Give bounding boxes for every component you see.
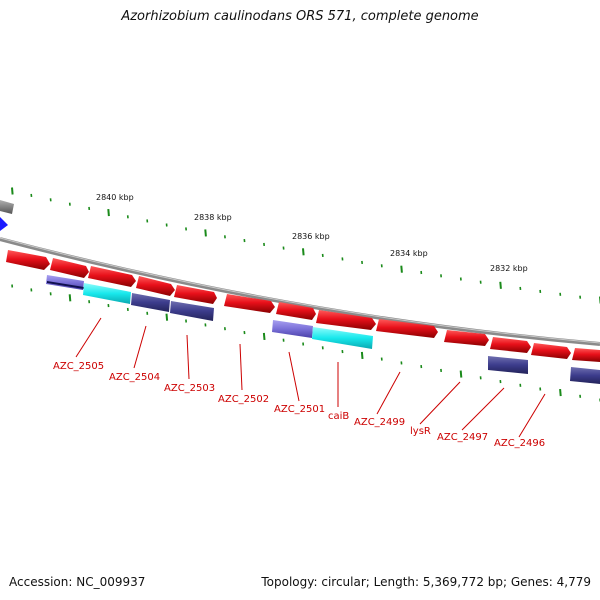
gene-label[interactable]: AZC_2499	[354, 417, 405, 428]
gene-label[interactable]: caiB	[328, 411, 349, 422]
outer-ruler	[11, 187, 600, 304]
gene-arrow[interactable]	[88, 266, 136, 287]
gene-label[interactable]: AZC_2502	[218, 394, 269, 405]
cds-block[interactable]	[570, 367, 600, 384]
ruler-major-tick	[499, 281, 502, 289]
cds-block[interactable]	[312, 327, 373, 349]
ruler-major-tick	[107, 209, 110, 217]
leader-line	[518, 393, 546, 438]
map-title: Azorhizobium caulinodans ORS 571, comple…	[121, 9, 479, 24]
ruler-major-tick	[262, 332, 266, 340]
forward-genes	[6, 250, 600, 362]
ruler-major-tick	[302, 248, 305, 256]
gene-arrow[interactable]	[6, 250, 50, 270]
gene-label[interactable]: AZC_2497	[437, 432, 488, 443]
ruler-label: 2832 kbp	[490, 264, 528, 273]
genome-backbone	[0, 237, 600, 346]
gene-label[interactable]: AZC_2505	[53, 361, 104, 372]
ruler-major-tick	[11, 187, 14, 195]
genome-backbone-highlight	[0, 237, 600, 344]
gene-arrow[interactable]	[316, 310, 376, 330]
cds-block[interactable]	[131, 293, 170, 312]
cds-block[interactable]	[272, 320, 313, 338]
gene-arrow[interactable]	[444, 330, 489, 346]
cds-block-stripe	[47, 281, 84, 289]
ruler-labels: 2840 kbp 2838 kbp 2836 kbp 2834 kbp 2832…	[96, 193, 528, 273]
gene-label[interactable]: AZC_2496	[494, 438, 545, 449]
leader-line	[376, 371, 401, 415]
gene-arrow[interactable]	[276, 302, 316, 320]
ruler-major-tick	[165, 313, 169, 321]
gene-arrow[interactable]	[50, 258, 89, 278]
gene-label[interactable]: AZC_2504	[109, 372, 160, 383]
cds-features	[46, 275, 600, 384]
gene-label[interactable]: AZC_2503	[164, 383, 215, 394]
cds-block[interactable]	[83, 283, 131, 304]
ruler-major-tick	[559, 389, 562, 397]
ruler-label: 2840 kbp	[96, 193, 134, 202]
gene-label[interactable]: AZC_2501	[274, 404, 325, 415]
label-leaders	[75, 317, 546, 438]
leader-line	[133, 325, 147, 369]
gene-labels: AZC_2505 AZC_2504 AZC_2503 AZC_2502 AZC_…	[53, 361, 545, 449]
gene-arrow[interactable]	[136, 276, 175, 296]
ruler-label: 2836 kbp	[292, 232, 330, 241]
gene-arrow[interactable]	[224, 294, 275, 313]
ruler-major-tick	[459, 370, 463, 378]
cds-block[interactable]	[170, 301, 214, 321]
gene-arrow[interactable]	[531, 343, 571, 359]
topology-text: Topology: circular; Length: 5,369,772 bp…	[261, 575, 591, 589]
leader-line	[75, 317, 102, 358]
ruler-major-tick	[204, 229, 207, 237]
ruler-major-tick	[400, 265, 403, 273]
cds-block[interactable]	[488, 356, 528, 374]
leader-line	[461, 387, 505, 431]
leader-line	[239, 343, 243, 391]
ruler-label: 2834 kbp	[390, 249, 428, 258]
leader-line	[288, 351, 300, 402]
inner-ruler	[11, 284, 600, 402]
blue-marker[interactable]	[0, 217, 8, 231]
partial-gene-block[interactable]	[0, 200, 14, 214]
ruler-label: 2838 kbp	[194, 213, 232, 222]
gene-arrow[interactable]	[490, 337, 531, 353]
accession-text: Accession: NC_009937	[9, 575, 146, 589]
gene-arrow[interactable]	[174, 285, 217, 304]
leader-line	[186, 334, 190, 380]
gene-label[interactable]: lysR	[410, 426, 431, 437]
gene-arrow[interactable]	[572, 348, 600, 362]
ruler-major-tick	[360, 351, 364, 359]
gene-arrow[interactable]	[376, 319, 438, 338]
ruler-major-tick	[68, 294, 72, 302]
leader-line	[419, 381, 461, 425]
